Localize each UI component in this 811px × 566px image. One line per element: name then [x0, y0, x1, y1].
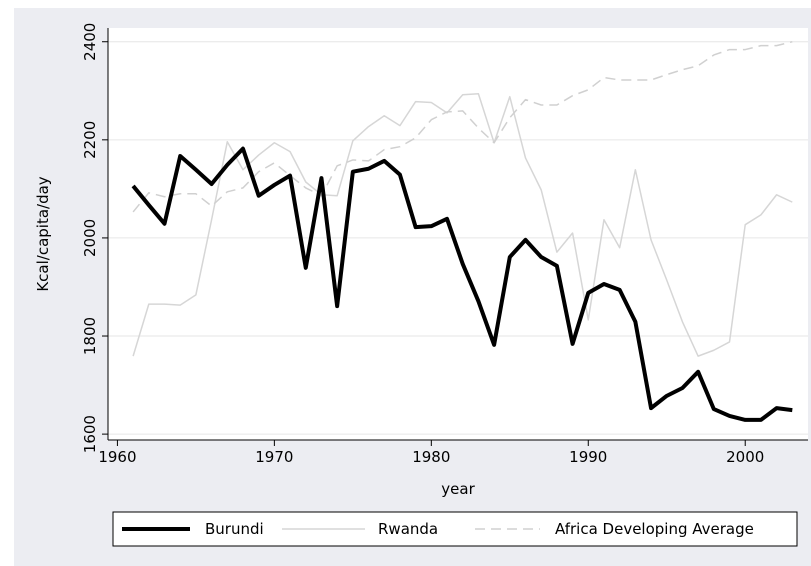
y-axis-label: Kcal/capita/day [34, 176, 52, 291]
legend-label: Burundi [205, 520, 264, 538]
y-tick-label: 2200 [81, 121, 99, 159]
x-tick-label: 1990 [569, 448, 607, 466]
legend-box [112, 511, 798, 547]
plot-area [108, 28, 808, 440]
x-tick-label: 1970 [255, 448, 293, 466]
x-axis-label: year [441, 480, 475, 498]
y-tick-label: 1600 [81, 415, 99, 453]
x-tick-label: 1980 [412, 448, 450, 466]
x-tick-label: 1960 [98, 448, 136, 466]
x-tick-label: 2000 [726, 448, 764, 466]
legend-label: Africa Developing Average [555, 520, 754, 538]
y-tick-label: 1800 [81, 317, 99, 355]
y-tick-label: 2000 [81, 219, 99, 257]
series-line [131, 146, 793, 422]
legend-label: Rwanda [378, 520, 438, 538]
series-line [132, 92, 793, 357]
y-tick-label: 2400 [81, 23, 99, 61]
series-line [132, 41, 793, 213]
